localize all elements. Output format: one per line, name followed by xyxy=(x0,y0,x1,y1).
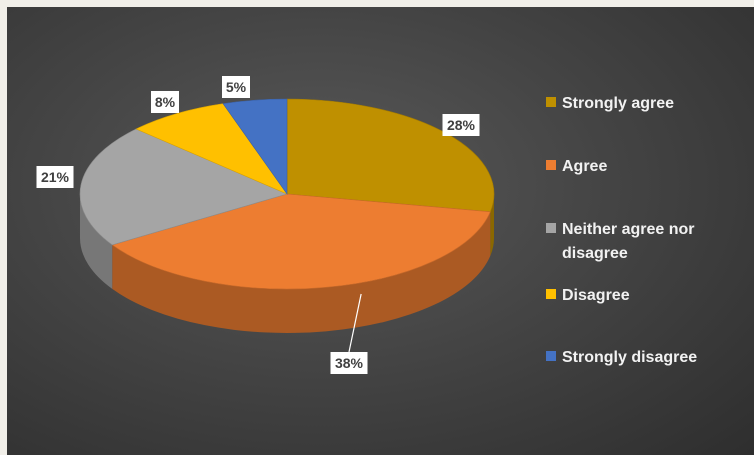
legend-label: Agree xyxy=(562,158,607,175)
legend-swatch xyxy=(546,160,556,170)
data-label-strongly-disagree: 5% xyxy=(222,76,250,98)
legend-label: Neither agree nor xyxy=(562,221,694,238)
legend-label: disagree xyxy=(562,245,628,262)
legend-label: Disagree xyxy=(562,287,630,304)
pie-slice-strongly-disagree xyxy=(222,98,288,195)
data-label-disagree: 8% xyxy=(151,91,179,113)
leader-line-agree xyxy=(348,293,362,353)
svg-text:38%: 38% xyxy=(335,355,364,371)
pie-slice-agree xyxy=(111,193,491,290)
pie-tops xyxy=(79,98,495,290)
legend-item-neither-agree-nor-disagree: Neither agree nor disagree xyxy=(546,221,694,262)
svg-text:8%: 8% xyxy=(155,94,176,110)
chart-area: 28% 38% 21% 8% 5% Strongly agree Agree Neither… xyxy=(7,7,754,455)
pie-data-labels: 28% 38% 21% 8% 5% xyxy=(36,76,480,374)
legend-item-strongly-disagree: Strongly disagree xyxy=(546,349,697,366)
data-label-strongly-agree: 28% xyxy=(442,114,480,136)
svg-text:21%: 21% xyxy=(41,169,70,185)
legend-swatch xyxy=(546,289,556,299)
data-label-agree: 38% xyxy=(330,293,368,374)
legend-item-disagree: Disagree xyxy=(546,287,630,304)
data-label-neither-agree-nor-disagree: 21% xyxy=(36,166,74,188)
legend-label: Strongly disagree xyxy=(562,349,697,366)
legend-item-strongly-agree: Strongly agree xyxy=(546,95,674,112)
legend-label: Strongly agree xyxy=(562,95,674,112)
legend-swatch xyxy=(546,97,556,107)
legend: Strongly agree Agree Neither agree nor disa… xyxy=(546,95,697,366)
legend-swatch xyxy=(546,351,556,361)
legend-swatch xyxy=(546,223,556,233)
pie-chart: 28% 38% 21% 8% 5% Strongly agree Agree Neither… xyxy=(36,76,697,374)
pie-slice-neither-agree-nor-disagree xyxy=(79,128,288,246)
pie-side-neither-agree-nor-disagree xyxy=(80,194,113,289)
svg-text:5%: 5% xyxy=(226,79,247,95)
legend-item-agree: Agree xyxy=(546,158,607,175)
svg-text:28%: 28% xyxy=(447,117,476,133)
pie-slice-disagree xyxy=(135,103,288,195)
pie-side-agree xyxy=(112,211,491,334)
